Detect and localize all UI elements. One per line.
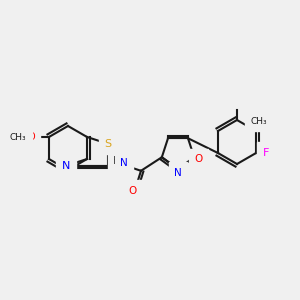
Text: N: N — [62, 161, 70, 171]
Text: O: O — [27, 132, 35, 142]
Text: O: O — [194, 154, 202, 164]
Text: F: F — [263, 148, 269, 158]
Text: CH₃: CH₃ — [251, 116, 267, 125]
Text: CH₃: CH₃ — [10, 133, 26, 142]
Text: H: H — [113, 156, 121, 166]
Text: N: N — [174, 168, 182, 178]
Text: S: S — [104, 139, 112, 149]
Text: O: O — [129, 186, 137, 196]
Text: N: N — [120, 158, 128, 168]
